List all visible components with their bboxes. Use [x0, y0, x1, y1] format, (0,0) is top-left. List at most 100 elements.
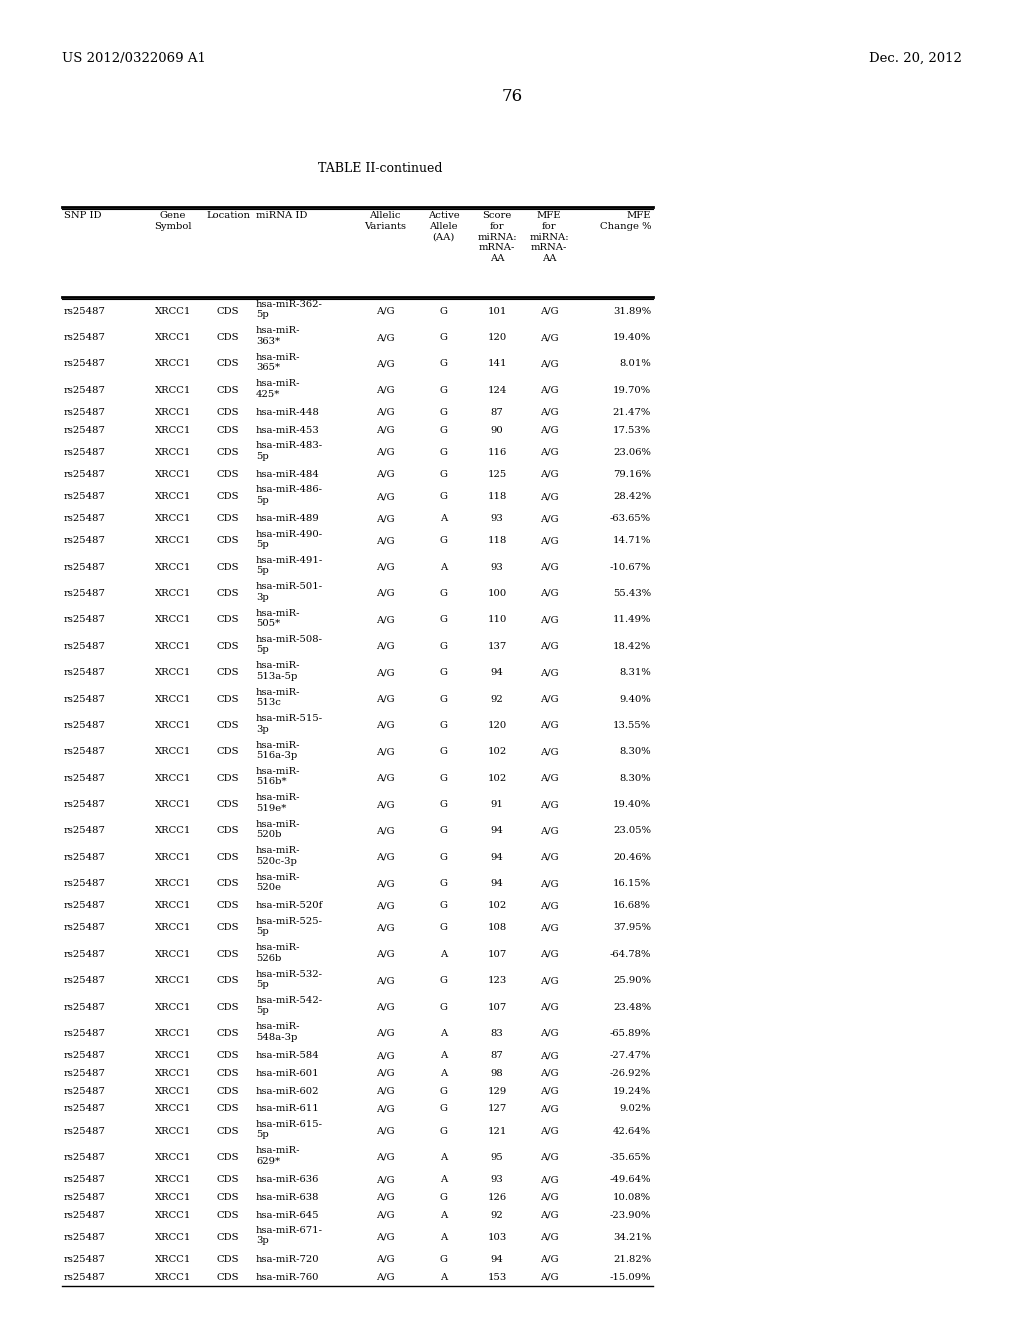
Text: hsa-miR-720: hsa-miR-720 [256, 1255, 319, 1263]
Text: hsa-miR-584: hsa-miR-584 [256, 1051, 319, 1060]
Text: XRCC1: XRCC1 [155, 615, 191, 624]
Text: G: G [439, 668, 447, 677]
Text: 141: 141 [487, 359, 507, 368]
Text: XRCC1: XRCC1 [155, 536, 191, 545]
Text: MFE
for
miRNA:
mRNA-
AA: MFE for miRNA: mRNA- AA [529, 211, 568, 263]
Text: G: G [439, 447, 447, 457]
Text: 20.46%: 20.46% [613, 853, 651, 862]
Text: 87: 87 [490, 1051, 504, 1060]
Text: hsa-miR-486-
5p: hsa-miR-486- 5p [256, 486, 323, 504]
Text: XRCC1: XRCC1 [155, 1069, 191, 1078]
Text: A/G: A/G [540, 1086, 558, 1096]
Text: CDS: CDS [217, 1086, 240, 1096]
Text: A: A [440, 1175, 447, 1184]
Text: G: G [439, 1255, 447, 1263]
Text: G: G [439, 333, 447, 342]
Text: hsa-miR-515-
3p: hsa-miR-515- 3p [256, 714, 324, 734]
Text: rs25487: rs25487 [63, 513, 105, 523]
Text: G: G [439, 1086, 447, 1096]
Text: A/G: A/G [376, 668, 394, 677]
Text: CDS: CDS [217, 747, 240, 756]
Text: G: G [439, 615, 447, 624]
Text: 8.30%: 8.30% [620, 774, 651, 783]
Text: CDS: CDS [217, 1272, 240, 1282]
Text: CDS: CDS [217, 562, 240, 572]
Text: hsa-miR-638: hsa-miR-638 [256, 1193, 319, 1201]
Text: rs25487: rs25487 [63, 1193, 105, 1201]
Text: rs25487: rs25487 [63, 385, 105, 395]
Text: A/G: A/G [376, 615, 394, 624]
Text: XRCC1: XRCC1 [155, 642, 191, 651]
Text: rs25487: rs25487 [63, 447, 105, 457]
Text: CDS: CDS [217, 774, 240, 783]
Text: 87: 87 [490, 408, 504, 417]
Text: CDS: CDS [217, 615, 240, 624]
Text: miRNA ID: miRNA ID [256, 211, 307, 220]
Text: XRCC1: XRCC1 [155, 800, 191, 809]
Text: A/G: A/G [540, 774, 558, 783]
Text: 103: 103 [487, 1233, 507, 1242]
Text: CDS: CDS [217, 1152, 240, 1162]
Text: hsa-miR-
516b*: hsa-miR- 516b* [256, 767, 300, 787]
Text: 8.31%: 8.31% [620, 668, 651, 677]
Text: A: A [440, 1030, 447, 1038]
Text: 95: 95 [490, 1152, 504, 1162]
Text: A/G: A/G [540, 333, 558, 342]
Text: G: G [439, 408, 447, 417]
Text: 23.06%: 23.06% [613, 447, 651, 457]
Text: rs25487: rs25487 [63, 977, 105, 985]
Text: 23.48%: 23.48% [613, 1003, 651, 1011]
Text: rs25487: rs25487 [63, 615, 105, 624]
Text: A/G: A/G [540, 447, 558, 457]
Text: 25.90%: 25.90% [613, 977, 651, 985]
Text: 93: 93 [490, 562, 504, 572]
Text: 16.68%: 16.68% [613, 902, 651, 911]
Text: XRCC1: XRCC1 [155, 950, 191, 958]
Text: 76: 76 [502, 88, 522, 106]
Text: 8.30%: 8.30% [620, 747, 651, 756]
Text: A/G: A/G [376, 977, 394, 985]
Text: 55.43%: 55.43% [613, 589, 651, 598]
Text: CDS: CDS [217, 879, 240, 888]
Text: hsa-miR-
548a-3p: hsa-miR- 548a-3p [256, 1022, 300, 1041]
Text: XRCC1: XRCC1 [155, 826, 191, 836]
Text: G: G [439, 826, 447, 836]
Text: rs25487: rs25487 [63, 333, 105, 342]
Text: CDS: CDS [217, 470, 240, 479]
Text: 137: 137 [487, 642, 507, 651]
Text: CDS: CDS [217, 447, 240, 457]
Text: G: G [439, 977, 447, 985]
Text: hsa-miR-636: hsa-miR-636 [256, 1175, 319, 1184]
Text: G: G [439, 774, 447, 783]
Text: CDS: CDS [217, 408, 240, 417]
Text: rs25487: rs25487 [63, 826, 105, 836]
Text: G: G [439, 924, 447, 932]
Text: A/G: A/G [376, 1272, 394, 1282]
Text: A/G: A/G [376, 694, 394, 704]
Text: XRCC1: XRCC1 [155, 562, 191, 572]
Text: G: G [439, 879, 447, 888]
Text: 19.70%: 19.70% [613, 385, 651, 395]
Text: A/G: A/G [540, 589, 558, 598]
Text: 118: 118 [487, 536, 507, 545]
Text: rs25487: rs25487 [63, 1152, 105, 1162]
Text: 21.47%: 21.47% [612, 408, 651, 417]
Text: rs25487: rs25487 [63, 1069, 105, 1078]
Text: rs25487: rs25487 [63, 774, 105, 783]
Text: CDS: CDS [217, 1003, 240, 1011]
Text: rs25487: rs25487 [63, 902, 105, 911]
Text: 94: 94 [490, 879, 504, 888]
Text: rs25487: rs25487 [63, 1030, 105, 1038]
Text: A: A [440, 1051, 447, 1060]
Text: 126: 126 [487, 1193, 507, 1201]
Text: XRCC1: XRCC1 [155, 492, 191, 502]
Text: A: A [440, 1069, 447, 1078]
Text: XRCC1: XRCC1 [155, 1233, 191, 1242]
Text: rs25487: rs25487 [63, 1255, 105, 1263]
Text: A/G: A/G [376, 1051, 394, 1060]
Text: Location: Location [206, 211, 250, 220]
Text: hsa-miR-525-
5p: hsa-miR-525- 5p [256, 916, 323, 936]
Text: XRCC1: XRCC1 [155, 1193, 191, 1201]
Text: XRCC1: XRCC1 [155, 747, 191, 756]
Text: rs25487: rs25487 [63, 853, 105, 862]
